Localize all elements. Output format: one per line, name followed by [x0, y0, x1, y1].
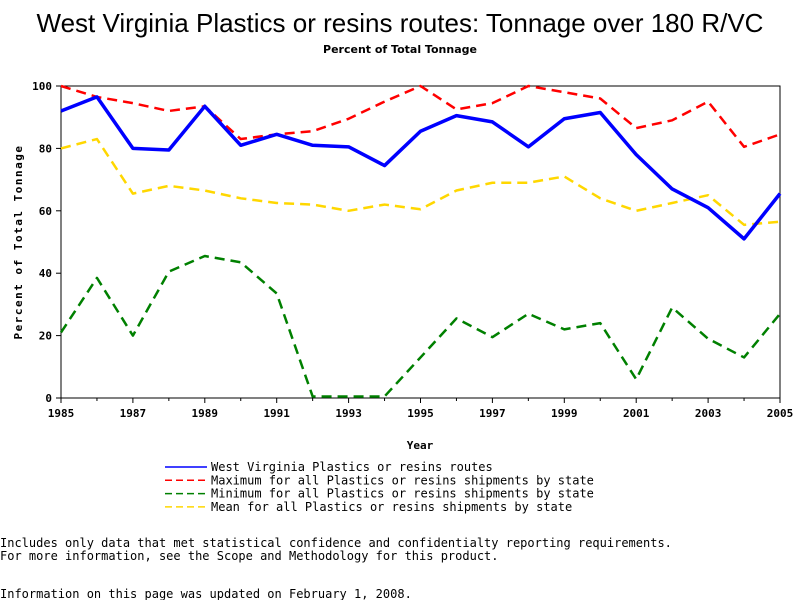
y-tick-label: 0: [45, 392, 52, 405]
y-tick-label: 20: [39, 330, 52, 343]
legend: West Virginia Plastics or resins routesM…: [165, 460, 594, 514]
x-axis: 1985 1987 1989 1991 1993 1995 1997 1999 2001 2003…: [48, 398, 794, 420]
series-line-1: [60, 84, 781, 149]
x-tick-label: 1985: [48, 407, 75, 420]
series-layer: [59, 84, 782, 398]
y-tick-label: 60: [39, 205, 52, 218]
legend-label: Maximum for all Plastics or resins shipm…: [211, 473, 594, 487]
y-tick-label: 80: [39, 142, 52, 155]
x-tick-label: 1993: [335, 407, 362, 420]
chart-title: West Virginia Plastics or resins routes:…: [37, 8, 764, 38]
x-tick-label: 1999: [551, 407, 578, 420]
y-tick-label: 40: [39, 267, 52, 280]
x-axis-label: Year: [407, 439, 434, 452]
note-line-2: For more information, see the Scope and …: [0, 549, 499, 563]
x-tick-label: 1989: [192, 407, 219, 420]
x-tick-label: 2003: [695, 407, 722, 420]
legend-label: West Virginia Plastics or resins routes: [211, 460, 493, 474]
x-tick-label: 2001: [623, 407, 650, 420]
note-line-3: Information on this page was updated on …: [0, 587, 412, 600]
y-axis-label: Percent of Total Tonnage: [12, 145, 25, 340]
note-line-1: Includes only data that met statistical …: [0, 536, 672, 550]
x-tick-label: 1991: [263, 407, 290, 420]
chart-subtitle: Percent of Total Tonnage: [323, 43, 477, 56]
legend-label: Mean for all Plastics or resins shipment…: [211, 500, 572, 514]
x-tick-label: 2005: [767, 407, 794, 420]
series-line-0: [60, 95, 782, 241]
y-tick-label: 100: [32, 80, 52, 93]
y-axis: 0 20 40 60 80 100: [32, 80, 61, 405]
legend-label: Minimum for all Plastics or resins shipm…: [211, 487, 594, 501]
x-tick-label: 1997: [479, 407, 506, 420]
series-line-3: [60, 137, 781, 227]
x-tick-label: 1995: [407, 407, 434, 420]
series-line-2: [59, 254, 781, 398]
x-tick-label: 1987: [120, 407, 147, 420]
